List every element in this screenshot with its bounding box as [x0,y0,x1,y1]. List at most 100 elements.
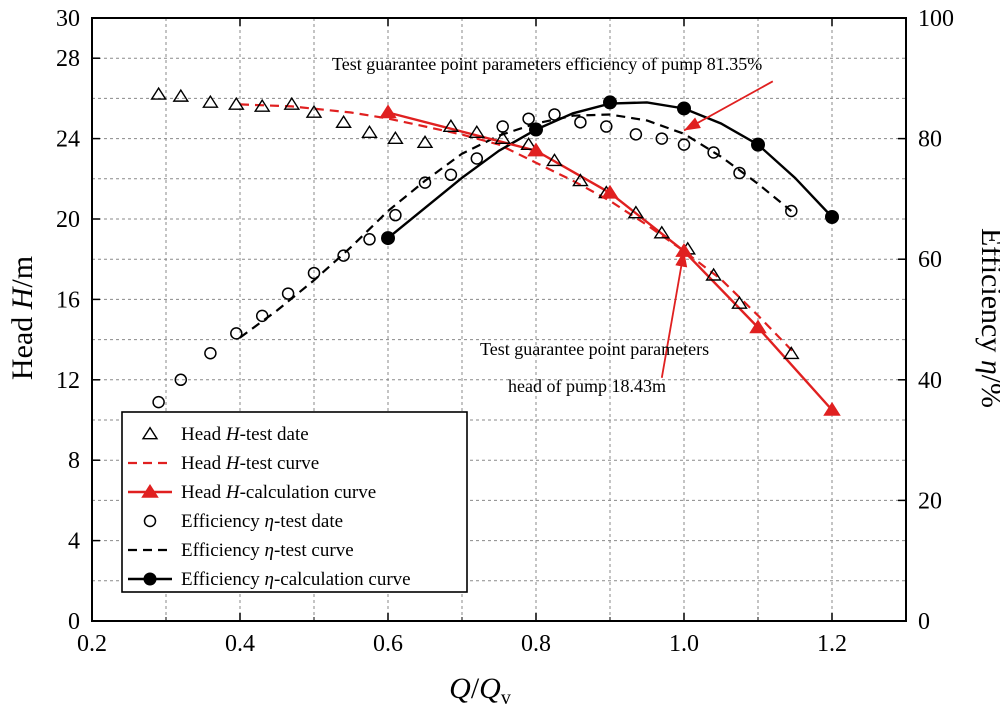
head-test-point [468,124,486,138]
legend-symbol-open-triangle [141,426,159,440]
head-calc-point [601,184,619,199]
annotation-arrow-head [660,250,685,378]
efficiency-calc-point [825,209,839,224]
efficiency-test-point [733,166,746,180]
efficiency-test-point [655,132,669,145]
head-test-point [202,94,219,108]
efficiency-test-point [363,233,376,246]
y-left-tick-label: 30 [56,6,80,32]
head-test-point [572,173,589,187]
head-test-point [731,295,748,309]
x-tick-label: 0.8 [521,631,551,657]
head-calc-point [379,104,397,119]
head-test-point [172,88,190,102]
annotations [660,80,774,378]
head-calc-point [823,401,841,416]
efficiency-test-point [548,108,561,121]
efficiency-test-point [204,347,217,360]
efficiency-test-point [152,395,165,409]
head-test-point [387,130,404,145]
y-right-tick-label: 20 [918,488,942,514]
y-left-axis-title: Head H/m [6,256,39,380]
y-left-tick-label: 12 [56,368,80,394]
legend-entry-eff-test-curve: Efficiency η-test curve [181,540,354,561]
y-right-tick-label: 100 [918,6,954,32]
efficiency-calc-point [529,122,543,137]
legend-symbol-open-circle [143,514,157,528]
head-calc-curve-line [387,111,833,411]
x-tick-label: 1.0 [669,631,699,657]
y-right-tick-label: 60 [918,247,942,273]
head-test-point [546,153,563,167]
efficiency-test-point [337,249,350,262]
head-test-point [361,124,378,138]
head-test-point [627,205,645,219]
y-left-tick-label: 28 [56,46,80,72]
efficiency-test-point [444,168,458,182]
y-left-tick-label: 16 [56,287,80,313]
y-left-tick-label: 20 [56,207,80,233]
annotation-efficiency: Test guarantee point parameters efficien… [332,54,762,74]
x-axis-title: Q/Qv [449,672,511,709]
head-test-point [494,130,511,145]
series-layer [150,86,841,416]
legend-entry-eff-calc-curve: Efficiency η-calculation curve [181,569,411,590]
head-test-point [335,114,352,128]
y-left-tick-label: 4 [68,529,80,555]
legend-entry-head-calc-curve: Head H-calculation curve [181,482,376,503]
annotation-head-line2: head of pump 18.43m [508,376,666,396]
head-test-point [253,98,271,112]
head-test-point [653,225,671,239]
head-calc-point [749,319,767,334]
efficiency-test-point [389,208,402,222]
efficiency-test-point [174,373,188,387]
x-tick-label: 0.6 [373,631,403,657]
efficiency-test-curve-line [239,113,792,339]
legend-symbol-black-circle [143,572,157,586]
legend: Head H-test date Head H-test curve Head … [121,411,468,593]
x-tick-label: 0.4 [225,631,255,657]
efficiency-test-point [677,138,691,151]
efficiency-test-point [522,112,535,125]
efficiency-test-point [785,204,798,218]
y-right-axis-title: Efficiency η/% [975,228,1000,408]
y-left-tick-label: 8 [68,448,80,474]
efficiency-test-point [496,120,509,133]
legend-symbols [128,426,172,586]
x-tick-label: 0.2 [77,631,107,657]
annotation-head-line1: Test guarantee point parameters [480,339,709,359]
efficiency-test-point [600,120,613,133]
head-test-point [305,104,323,118]
plot-frame [91,17,907,622]
head-test-point [283,96,301,110]
head-test-curve-line [239,103,796,355]
y-right-tick-label: 80 [918,127,942,153]
y-right-tick-label: 0 [918,609,930,635]
head-test-point [228,96,245,110]
efficiency-test-point [470,152,484,165]
efficiency-test-point [255,309,269,323]
legend-entry-eff-test-data: Efficiency η-test date [181,511,343,532]
annotation-arrow-efficiency [683,80,774,132]
annotation-arrow-efficiency-head [684,117,701,131]
head-test-point [150,86,167,100]
y-left-tick-label: 0 [68,609,80,635]
annotation-arrow-head-head [675,250,688,268]
efficiency-test-point [629,128,643,141]
axis-ticks: 0.2 0.4 0.6 0.8 1.0 1.2 0 4 8 12 16 20 24 28 30 0 20 40 60… [56,6,954,657]
head-test-point [783,346,800,360]
efficiency-test-point [307,266,321,280]
efficiency-test-point [281,287,295,300]
x-tick-label: 1.2 [817,631,847,657]
efficiency-test-point [418,176,432,189]
head-test-point [416,135,434,149]
head-test-point [442,118,460,132]
legend-box [121,411,468,593]
legend-entry-head-test-data: Head H-test date [181,424,309,445]
efficiency-test-point [230,327,243,340]
efficiency-calc-point [381,231,395,246]
efficiency-test-point [707,146,720,159]
efficiency-test-point [574,116,587,129]
legend-symbol-red-triangle [141,483,159,498]
